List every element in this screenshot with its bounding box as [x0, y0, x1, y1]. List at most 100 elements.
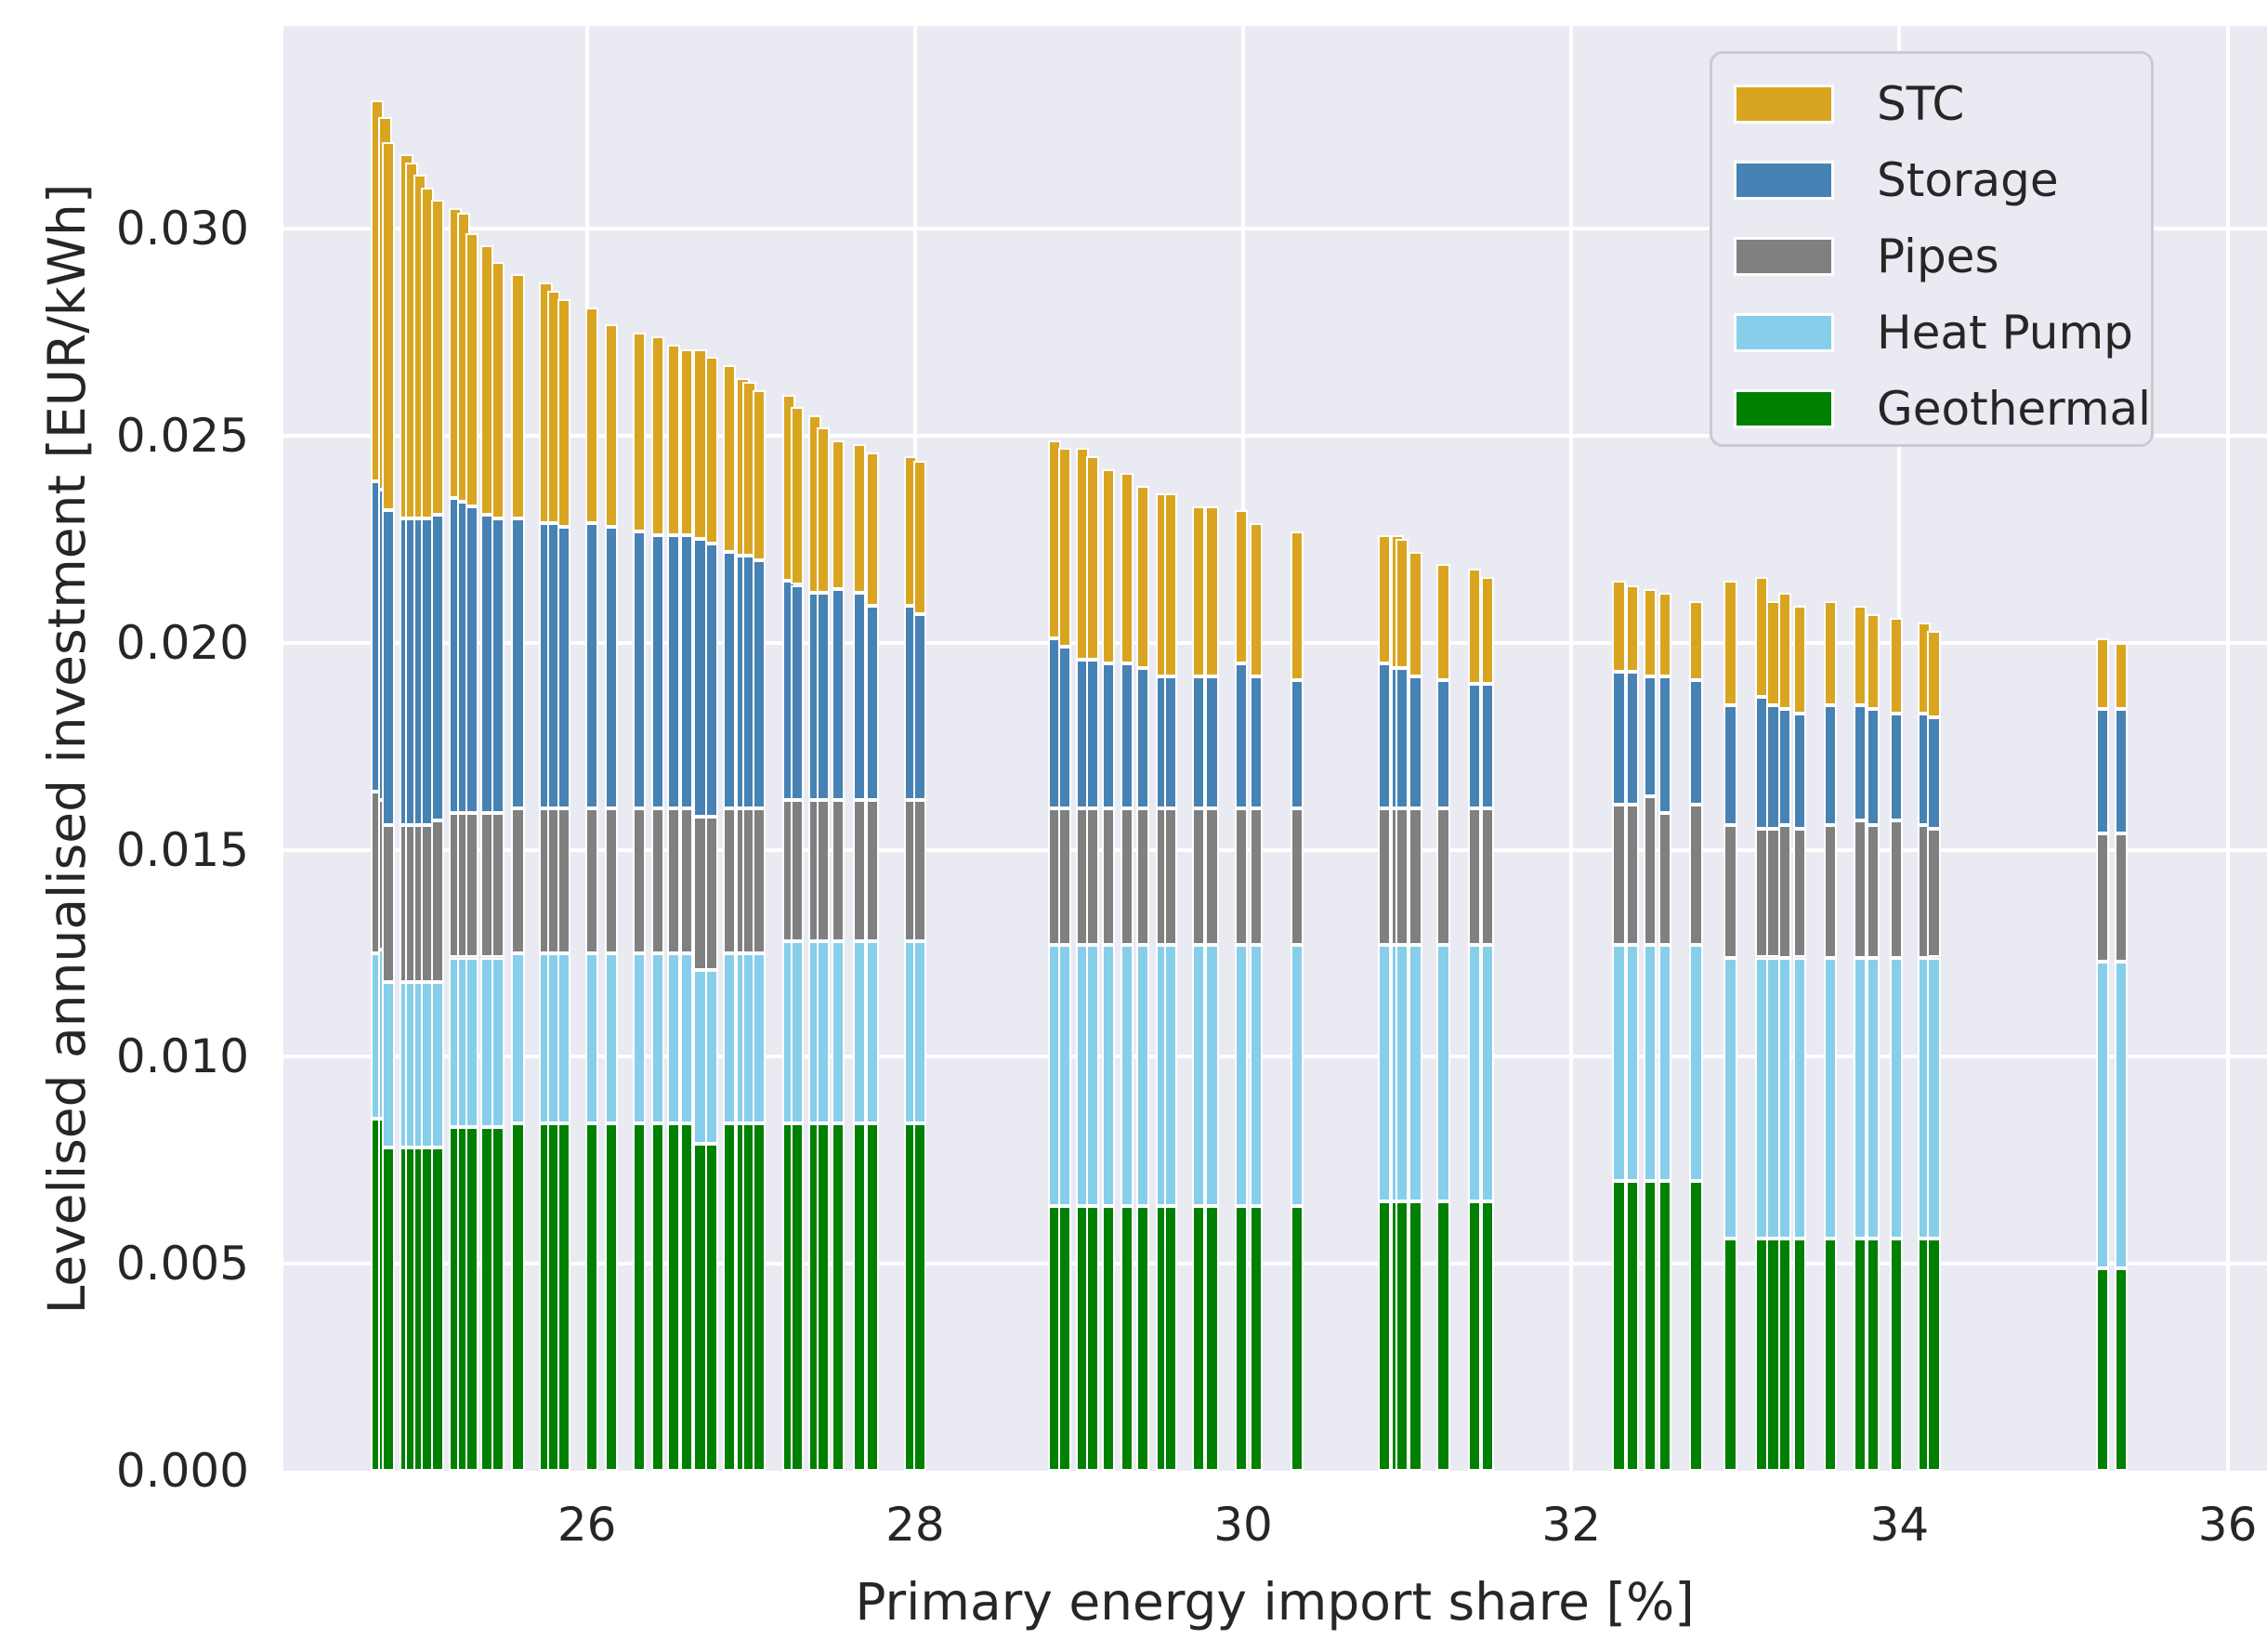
h-gridline — [283, 227, 2267, 231]
bar-segment-heat-pump — [1409, 945, 1422, 1202]
pipes-swatch — [1734, 237, 1834, 276]
bar-segment-heat-pump — [1120, 945, 1134, 1206]
y-tick-label: 0.005 — [115, 1237, 249, 1291]
bar-segment-storage — [650, 535, 664, 809]
legend: STC Storage Pipes Heat Pump Geothermal — [1710, 51, 2154, 447]
bar-segment-pipes — [790, 800, 804, 941]
bar-segment-pipes — [1205, 808, 1219, 946]
bar-segment-heat-pump — [650, 953, 664, 1123]
bar-segment-stc — [650, 336, 664, 536]
bar-segment-storage — [1777, 709, 1791, 825]
bar-segment-stc — [633, 332, 647, 531]
bar-segment-storage — [491, 518, 505, 813]
bar-segment-stc — [1467, 568, 1482, 685]
bar-segment-storage — [1689, 679, 1703, 805]
bar-segment-stc — [465, 232, 479, 506]
bar-segment-heat-pump — [1192, 945, 1206, 1206]
bar-segment-pipes — [667, 808, 681, 954]
bar-segment-storage — [816, 593, 831, 801]
bar-segment-storage — [511, 518, 525, 809]
bar-segment-heat-pump — [557, 953, 571, 1123]
bar-segment-geothermal — [491, 1127, 505, 1471]
h-gridline — [283, 640, 2267, 645]
h-gridline — [283, 847, 2267, 852]
bar-segment-geothermal — [650, 1122, 664, 1471]
bar-segment-pipes — [2114, 833, 2128, 962]
bar-segment-geothermal — [753, 1122, 767, 1471]
y-axis-label: Levelised annualised investment [EUR/kWh… — [37, 183, 97, 1315]
legend-label: Storage — [1877, 153, 2059, 207]
legend-item-stc: STC — [1712, 65, 2151, 143]
bar-segment-pipes — [831, 800, 845, 941]
bar-segment-pipes — [865, 800, 880, 941]
bar-segment-pipes — [430, 820, 445, 983]
bar-segment-heat-pump — [1057, 945, 1071, 1206]
bar-segment-geothermal — [1658, 1181, 1671, 1471]
bar-segment-storage — [1250, 675, 1264, 809]
bar-segment-heat-pump — [491, 957, 505, 1128]
bar-segment-heat-pump — [1235, 945, 1249, 1206]
bar-segment-storage — [1643, 675, 1658, 796]
legend-item-heat-pump: Heat Pump — [1712, 294, 2151, 372]
bar-segment-stc — [430, 200, 445, 515]
bar-segment-heat-pump — [1658, 945, 1671, 1182]
v-gridline — [2225, 26, 2230, 1471]
bar-segment-pipes — [1235, 808, 1249, 946]
legend-label: STC — [1877, 77, 1965, 131]
bar-segment-geothermal — [1612, 1181, 1626, 1471]
bar-segment-stc — [865, 452, 880, 606]
bar-segment-geothermal — [1625, 1181, 1639, 1471]
bar-segment-heat-pump — [723, 953, 737, 1123]
h-gridline — [283, 434, 2267, 439]
bar-segment-geothermal — [1057, 1205, 1071, 1471]
bar-segment-heat-pump — [1136, 945, 1150, 1206]
bar-segment-geothermal — [557, 1122, 571, 1471]
bar-segment-heat-pump — [511, 953, 525, 1123]
bar-segment-pipes — [584, 808, 599, 954]
bar-segment-stc — [1120, 473, 1134, 664]
bar-segment-geothermal — [680, 1122, 694, 1471]
bar-segment-storage — [1853, 704, 1867, 821]
bar-segment-stc — [913, 460, 927, 614]
bar-segment-storage — [1625, 672, 1639, 805]
bar-segment-geothermal — [2096, 1267, 2110, 1471]
legend-label: Heat Pump — [1877, 306, 2133, 360]
bar-segment-geothermal — [1689, 1181, 1703, 1471]
bar-segment-heat-pump — [1205, 945, 1219, 1206]
x-axis-label: Primary energy import share [%] — [855, 1572, 1695, 1632]
bar-segment-storage — [605, 527, 619, 809]
bar-segment-heat-pump — [1777, 957, 1791, 1239]
bar-segment-geothermal — [1120, 1205, 1134, 1471]
bar-segment-storage — [1205, 675, 1219, 809]
bar-segment-pipes — [1436, 808, 1450, 946]
bar-segment-heat-pump — [1927, 957, 1941, 1239]
bar-segment-stc — [1235, 510, 1249, 664]
bar-segment-stc — [491, 261, 505, 519]
bar-segment-pipes — [1792, 829, 1806, 958]
bar-segment-heat-pump — [1612, 945, 1626, 1182]
bar-segment-heat-pump — [1164, 945, 1178, 1206]
bar-segment-pipes — [1102, 808, 1116, 946]
bar-segment-stc — [667, 345, 681, 536]
bar-segment-pipes — [753, 808, 767, 954]
bar-segment-stc — [584, 307, 599, 523]
bar-segment-stc — [1291, 531, 1304, 680]
bar-segment-pipes — [1927, 829, 1941, 958]
bar-segment-heat-pump — [680, 953, 694, 1123]
y-tick-label: 0.000 — [115, 1444, 249, 1498]
bar-segment-pipes — [1377, 808, 1391, 946]
bar-segment-pipes — [633, 808, 647, 954]
bar-segment-pipes — [1164, 808, 1178, 946]
bar-segment-geothermal — [1192, 1205, 1206, 1471]
bar-segment-stc — [1658, 593, 1671, 676]
bar-segment-pipes — [704, 817, 718, 970]
bar-segment-geothermal — [511, 1122, 525, 1471]
bar-segment-geothermal — [1467, 1201, 1482, 1471]
bar-segment-geothermal — [913, 1122, 927, 1471]
bar-segment-stc — [1927, 630, 1941, 718]
bar-segment-stc — [1409, 551, 1422, 676]
bar-segment-geothermal — [1205, 1205, 1219, 1471]
bar-segment-stc — [605, 323, 619, 528]
y-tick-label: 0.020 — [115, 615, 249, 670]
bar-segment-stc — [1481, 576, 1495, 685]
